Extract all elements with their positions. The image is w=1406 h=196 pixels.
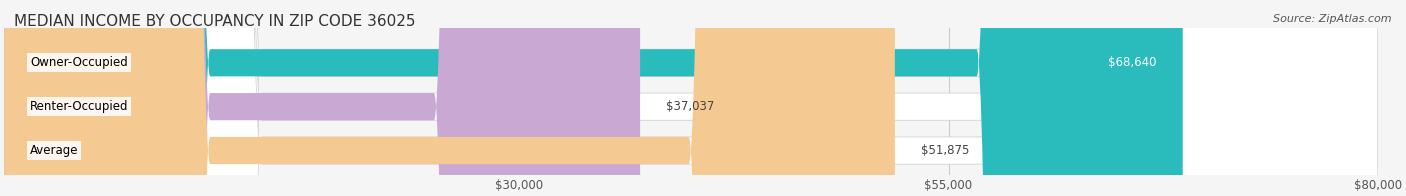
FancyBboxPatch shape (4, 0, 640, 196)
Text: Source: ZipAtlas.com: Source: ZipAtlas.com (1274, 14, 1392, 24)
Text: Renter-Occupied: Renter-Occupied (30, 100, 128, 113)
FancyBboxPatch shape (4, 0, 1378, 196)
Text: MEDIAN INCOME BY OCCUPANCY IN ZIP CODE 36025: MEDIAN INCOME BY OCCUPANCY IN ZIP CODE 3… (14, 14, 416, 29)
Text: $51,875: $51,875 (921, 144, 969, 157)
Text: $68,640: $68,640 (1108, 56, 1157, 69)
Text: $37,037: $37,037 (666, 100, 714, 113)
FancyBboxPatch shape (4, 0, 1378, 196)
Text: Owner-Occupied: Owner-Occupied (30, 56, 128, 69)
FancyBboxPatch shape (4, 0, 1182, 196)
FancyBboxPatch shape (4, 0, 894, 196)
FancyBboxPatch shape (4, 0, 1378, 196)
Text: Average: Average (30, 144, 79, 157)
